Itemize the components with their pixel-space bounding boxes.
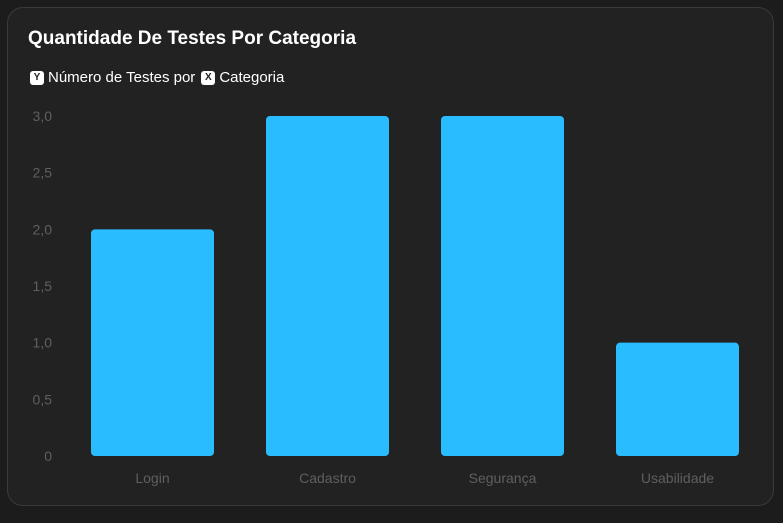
x-axis-description: Categoria [219, 69, 285, 86]
y-tick-label: 1,0 [33, 335, 53, 351]
bar-login[interactable] [91, 229, 214, 456]
y-axis-description: Número de Testes por [48, 69, 196, 86]
y-tick-label: 1,5 [33, 278, 53, 294]
x-axis-ticks: Login Cadastro Segurança Usabilidade [135, 470, 714, 486]
y-tick-label: 0,5 [33, 391, 53, 407]
x-tick-label: Cadastro [299, 470, 356, 486]
y-tick-label: 2,5 [33, 165, 53, 181]
x-key-badge: X [201, 70, 216, 85]
chart-title: Quantidade De Testes Por Categoria [28, 28, 357, 49]
axis-legend: Y Número de Testes por X Categoria [30, 69, 290, 86]
x-tick-label: Segurança [469, 470, 537, 486]
y-axis-ticks: 0 0,5 1,0 1,5 2,0 2,5 3,0 [33, 108, 53, 464]
bar-segurança[interactable] [441, 116, 564, 456]
y-tick-label: 2,0 [33, 221, 53, 237]
x-tick-label: Login [135, 470, 169, 486]
y-key-badge: Y [30, 70, 44, 85]
bar-usabilidade[interactable] [616, 342, 739, 456]
y-tick-label: 3,0 [33, 108, 53, 124]
bars [91, 116, 739, 456]
y-tick-label: 0 [44, 448, 52, 464]
bar-cadastro[interactable] [266, 116, 389, 456]
x-tick-label: Usabilidade [641, 470, 714, 486]
